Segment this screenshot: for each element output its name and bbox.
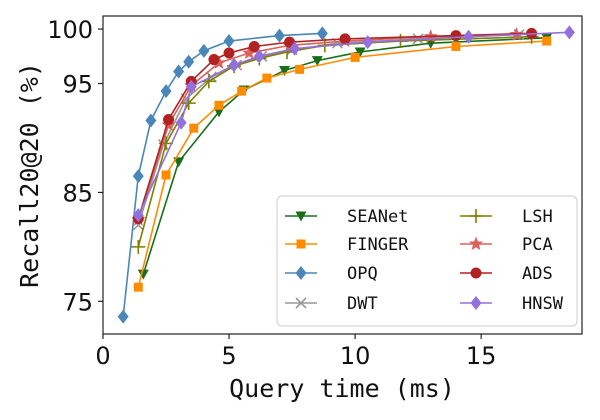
data-point-opq <box>223 34 235 49</box>
data-point-pca <box>211 55 227 69</box>
legend-label: PCA <box>522 235 553 255</box>
data-point-hnsw <box>132 208 144 223</box>
legend-box <box>276 195 578 327</box>
legend: SEANet FINGER OPQ DWT LSH PCA ADS HNSW <box>276 195 578 327</box>
data-point-finger <box>214 100 224 110</box>
legend-marker <box>295 297 307 309</box>
data-point-finger <box>295 64 305 74</box>
legend-label: LSH <box>522 207 553 227</box>
data-point-hnsw <box>228 58 240 73</box>
data-point-hnsw <box>362 35 374 50</box>
x-tick-label: 15 <box>466 342 497 370</box>
series-line-ads <box>137 32 532 219</box>
x-tick-label: 5 <box>221 342 236 370</box>
data-point-ads <box>163 113 175 125</box>
data-point-hnsw <box>175 115 187 130</box>
legend-label: FINGER <box>347 235 409 255</box>
y-tick-label: 75 <box>62 288 93 316</box>
data-point-seanet <box>354 47 366 58</box>
axis-ticks: 0 5 10 15 75 85 95 100 <box>47 16 496 370</box>
data-point-seanet <box>311 56 323 67</box>
data-point-finger <box>133 282 143 292</box>
legend-entry-hnsw: HNSW <box>460 294 564 314</box>
legend-marker <box>469 209 483 223</box>
legend-marker <box>295 211 307 222</box>
legend-label: OPQ <box>347 264 378 284</box>
data-point-hnsw <box>253 49 265 64</box>
y-tick-label: 100 <box>47 16 93 44</box>
data-point-opq <box>117 309 129 324</box>
y-tick-label: 95 <box>62 71 93 99</box>
series-hnsw <box>132 25 575 223</box>
data-point-opq <box>160 84 172 99</box>
legend-marker <box>296 239 306 249</box>
data-point-ads <box>450 30 462 42</box>
data-point-finger <box>542 36 552 46</box>
data-point-hnsw <box>563 25 575 40</box>
data-point-finger <box>161 170 171 180</box>
data-point-hnsw <box>289 41 301 56</box>
data-point-ads <box>208 54 220 66</box>
legend-entry-dwt: DWT <box>285 294 378 314</box>
legend-label: HNSW <box>522 294 564 314</box>
data-point-opq <box>183 54 195 69</box>
data-point-ads <box>339 33 351 45</box>
data-point-hnsw <box>185 79 197 94</box>
data-point-seanet <box>213 107 225 118</box>
plot-frame <box>102 15 583 335</box>
data-point-hnsw <box>463 29 475 44</box>
data-point-lsh <box>201 74 216 89</box>
legend-entry-opq: OPQ <box>285 264 378 284</box>
data-point-finger <box>262 73 272 83</box>
legend-marker <box>468 236 484 251</box>
legend-marker <box>470 267 482 279</box>
x-axis-title: Query time (ms) <box>229 374 455 403</box>
data-point-opq <box>173 64 185 79</box>
data-point-opq <box>273 28 285 43</box>
series-line-opq <box>122 32 323 317</box>
legend-entry-ads: ADS <box>460 264 553 284</box>
legend-marker <box>295 266 307 280</box>
legend-entry-finger: FINGER <box>285 235 409 255</box>
legend-entry-pca: PCA <box>460 235 553 255</box>
data-point-opq <box>145 113 157 128</box>
series-finger <box>133 36 552 292</box>
legend-marker <box>470 296 482 310</box>
x-tick-label: 10 <box>340 342 371 370</box>
data-point-seanet <box>137 269 149 280</box>
legend-entry-lsh: LSH <box>460 207 553 227</box>
data-point-ads <box>248 40 260 52</box>
data-point-finger <box>350 52 360 62</box>
data-point-finger <box>237 86 247 96</box>
data-point-finger <box>189 123 199 133</box>
data-point-seanet <box>279 65 291 76</box>
series-opq <box>117 26 328 324</box>
data-point-opq <box>132 169 144 184</box>
data-point-opq <box>316 26 328 41</box>
legend-label: DWT <box>347 294 378 314</box>
series-line-finger <box>137 40 547 288</box>
data-point-opq <box>198 43 210 58</box>
x-tick-label: 0 <box>95 342 110 370</box>
y-axis-title: Recall20@20 (%) <box>15 62 44 288</box>
legend-entry-seanet: SEANet <box>285 207 408 227</box>
y-tick-label: 85 <box>62 179 93 207</box>
legend-label: SEANet <box>347 207 408 227</box>
data-point-pca <box>242 45 257 60</box>
data-point-ads <box>223 47 235 59</box>
data-point-lsh <box>131 239 146 254</box>
data-point-finger <box>451 41 461 51</box>
plot-marks <box>117 25 575 324</box>
legend-label: ADS <box>522 264 553 284</box>
